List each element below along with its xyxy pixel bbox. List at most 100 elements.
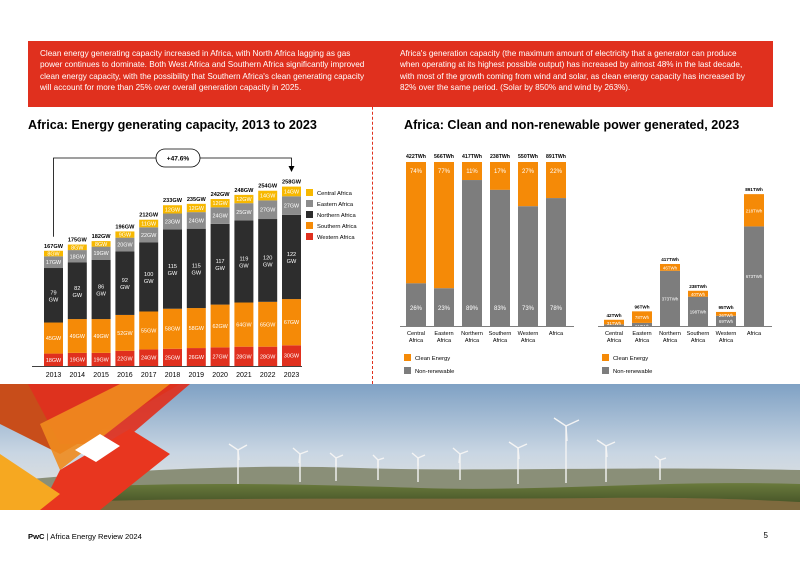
bar-segment-central-2020 — [210, 199, 230, 208]
bar-segment-western-2013 — [44, 353, 63, 366]
footer-report-name: Africa Energy Review 2024 — [50, 532, 142, 541]
segment-label-southern-2022: 65GW — [260, 322, 276, 328]
segment-label-southern-2019: 58GW — [189, 326, 205, 332]
bar-segment-northern-2017 — [139, 242, 159, 312]
abs-bar-clean-5 — [744, 194, 764, 227]
right-chart-title: Africa: Clean and non-renewable power ge… — [404, 118, 740, 132]
power-generated-bar-chart: 422TWh74%26%CentralAfrica566TWh77%23%Eas… — [400, 154, 772, 375]
bar-segment-eastern-2021 — [234, 203, 254, 221]
bar-segment-eastern-2015 — [91, 246, 111, 260]
segment-label-eastern-2018: 23GW — [165, 219, 181, 225]
bar-segment-southern-2022 — [258, 301, 278, 347]
pct-clean-label-0: 74% — [410, 169, 423, 175]
bar-segment-southern-2013 — [44, 322, 63, 354]
legend-label-western: Western Africa — [317, 235, 355, 241]
abs-category-4-1: Africa — [719, 338, 734, 344]
pct-bar-clean-0 — [406, 162, 426, 284]
total-label-2016: 196GW — [115, 224, 135, 230]
legend-label-clean-abs: Clean Energy — [613, 356, 648, 362]
segment-label-western-2023: 30GW — [284, 354, 300, 360]
wind-farm-photo — [0, 384, 800, 510]
segment-label-unit-northern-2016: GW — [120, 285, 130, 291]
abs-category-2-1: Africa — [663, 338, 678, 344]
abs-category-2-0: Northern — [659, 331, 681, 337]
pct-clean-label-5: 22% — [550, 169, 563, 175]
segment-label-northern-2023: 122 — [287, 252, 296, 258]
segment-label-northern-2017: 100 — [144, 272, 153, 278]
abs-nonrenewable-label-2: 373TWh — [662, 296, 679, 301]
pct-nonrenewable-label-0: 26% — [410, 306, 423, 312]
bar-segment-northern-2022 — [258, 219, 278, 302]
abs-total-4: 95TWh — [718, 305, 733, 310]
bar-segment-southern-2014 — [67, 319, 87, 353]
segment-label-eastern-2014: 18GW — [70, 254, 86, 260]
segment-label-unit-northern-2019: GW — [191, 270, 201, 276]
pct-bar-nonrenewable-1 — [434, 288, 454, 326]
pct-bar-clean-2 — [462, 162, 482, 181]
total-label-2022: 254GW — [258, 184, 278, 190]
total-label-2021: 248GW — [234, 188, 254, 194]
bar-segment-southern-2019 — [186, 308, 206, 349]
abs-category-5-0: Africa — [747, 331, 762, 337]
legend-label-eastern: Eastern Africa — [317, 202, 354, 208]
pct-total-3: 238TWh — [490, 154, 510, 160]
bar-segment-southern-2016 — [115, 314, 135, 351]
pct-clean-label-1: 77% — [438, 169, 451, 175]
pct-bar-clean-4 — [518, 162, 538, 207]
pct-total-4: 550TWh — [518, 154, 538, 160]
total-label-2020: 242GW — [211, 192, 231, 198]
pct-clean-label-4: 27% — [522, 169, 535, 175]
legend-label-nonrenewable-pct: Non-renewable — [415, 369, 454, 375]
x-tick-2018: 2018 — [165, 372, 181, 379]
abs-category-3-0: Southern — [687, 331, 710, 337]
bar-segment-western-2022 — [258, 346, 278, 366]
pct-bar-nonrenewable-4 — [518, 206, 538, 326]
summary-banner: Clean energy generating capacity increas… — [28, 41, 773, 107]
bar-segment-northern-2014 — [67, 262, 87, 320]
left-chart-title: Africa: Energy generating capacity, 2013… — [28, 118, 317, 132]
abs-bar-clean-4 — [716, 311, 736, 316]
segment-label-northern-2016: 92 — [122, 278, 128, 284]
segment-label-northern-2019: 115 — [192, 263, 201, 269]
pct-bar-nonrenewable-5 — [546, 198, 566, 326]
bar-segment-western-2020 — [210, 347, 230, 366]
segment-label-unit-northern-2014: GW — [72, 293, 82, 299]
legend-swatch-southern — [306, 222, 313, 229]
segment-label-unit-northern-2018: GW — [168, 271, 178, 277]
segment-label-southern-2020: 62GW — [212, 324, 228, 330]
total-label-2017: 212GW — [139, 213, 159, 219]
segment-label-unit-northern-2021: GW — [239, 263, 249, 269]
bar-segment-northern-2019 — [186, 228, 206, 309]
segment-label-western-2018: 25GW — [165, 355, 181, 361]
abs-total-3: 238TWh — [689, 284, 707, 289]
pct-nonrenewable-label-4: 73% — [522, 306, 535, 312]
segment-label-western-2013: 18GW — [46, 358, 62, 364]
x-tick-2023: 2023 — [284, 372, 300, 379]
segment-label-eastern-2015: 19GW — [93, 251, 109, 257]
bar-segment-western-2018 — [163, 348, 182, 366]
segment-label-southern-2013: 45GW — [46, 336, 62, 342]
total-label-2014: 175GW — [68, 238, 88, 244]
banner-left-text: Clean energy generating capacity increas… — [40, 49, 365, 93]
pct-nonrenewable-label-3: 83% — [494, 306, 507, 312]
abs-bar-nonrenewable-0 — [604, 324, 624, 326]
pct-category-1-1: Africa — [437, 338, 452, 344]
segment-label-central-2014: 8GW — [71, 245, 84, 251]
growth-annotation: +47.6% — [167, 156, 190, 163]
bar-segment-southern-2023 — [282, 299, 301, 346]
bar-segment-eastern-2018 — [163, 213, 182, 230]
bar-segment-southern-2020 — [210, 304, 230, 348]
abs-nonrenewable-label-5: 673TWh — [746, 274, 763, 279]
segment-label-western-2015: 19GW — [93, 357, 109, 363]
segment-label-western-2017: 24GW — [141, 356, 157, 362]
segment-label-western-2019: 26GW — [189, 355, 205, 361]
abs-category-4-0: Western — [716, 331, 737, 337]
pct-bar-clean-3 — [490, 162, 510, 190]
segment-label-eastern-2016: 20GW — [117, 243, 133, 249]
bar-segment-eastern-2022 — [258, 200, 278, 220]
abs-bar-nonrenewable-2 — [660, 270, 680, 326]
bar-segment-central-2014 — [67, 244, 87, 251]
segment-label-central-2018: 12GW — [165, 207, 181, 213]
pct-category-2-1: Africa — [465, 338, 480, 344]
x-tick-2017: 2017 — [141, 372, 157, 379]
